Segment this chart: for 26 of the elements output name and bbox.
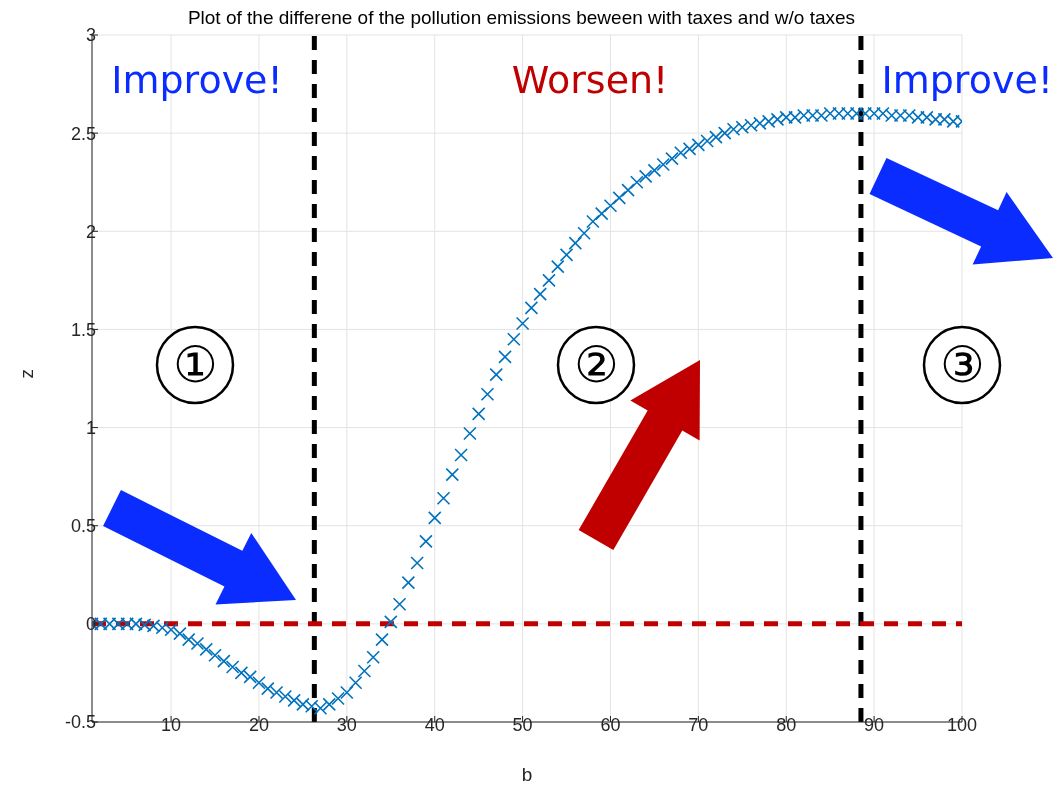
y-tick-label: 3 <box>85 25 96 46</box>
y-tick-label: 0.5 <box>70 516 96 537</box>
x-tick-label: 60 <box>600 714 621 735</box>
annotation: Improve! <box>111 58 283 102</box>
y-tick-label: -0.5 <box>64 712 96 733</box>
y-tick-label: 2 <box>85 221 96 242</box>
x-tick-label: 100 <box>946 714 978 735</box>
x-tick-label: 90 <box>864 714 885 735</box>
x-tick-label: 40 <box>424 714 445 735</box>
y-tick-label: 2.5 <box>70 123 96 144</box>
x-tick-label: 70 <box>688 714 709 735</box>
annotation: ② <box>573 336 619 394</box>
x-tick-label: 10 <box>161 714 182 735</box>
x-tick-label: 50 <box>512 714 533 735</box>
x-tick-label: 20 <box>248 714 269 735</box>
annotation: Improve! <box>881 58 1053 102</box>
annotation: ③ <box>939 336 985 394</box>
annotation: ① <box>172 336 218 394</box>
y-tick-label: 1.5 <box>70 319 96 340</box>
y-tick-label: 1 <box>85 417 96 438</box>
annotation: Worsen! <box>511 58 669 102</box>
x-tick-label: 30 <box>336 714 357 735</box>
y-axis-title: z <box>15 369 37 379</box>
chart-title: Plot of the differene of the pollution emissions beween with taxes and w/o taxes <box>187 7 856 28</box>
x-tick-label: 80 <box>776 714 797 735</box>
x-axis-title: b <box>521 764 533 785</box>
